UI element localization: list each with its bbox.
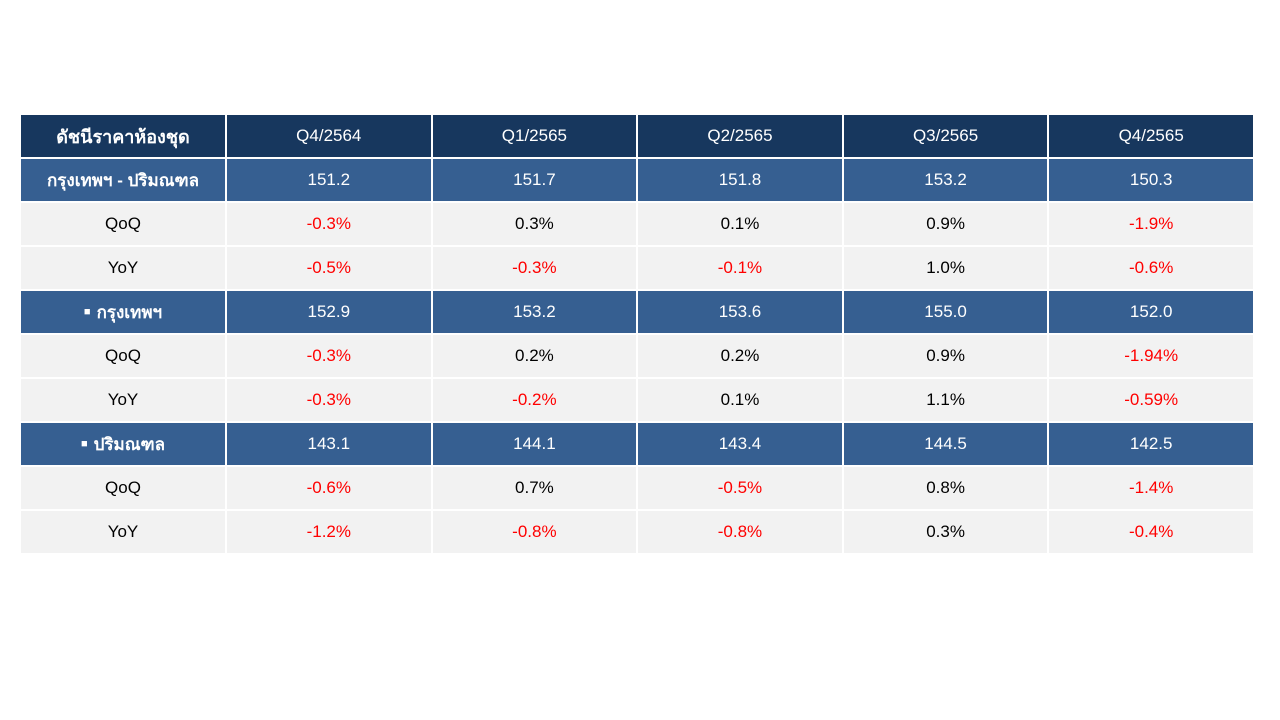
region-label-cell: ■ กรุงเทพฯ: [21, 291, 225, 333]
index-value-cell: 152.0: [1049, 291, 1253, 333]
change-row: QoQ -0.3% 0.2% 0.2% 0.9% -1.94%: [21, 335, 1253, 377]
index-value-cell: 151.7: [432, 159, 637, 201]
square-bullet-icon: ■: [80, 437, 88, 450]
change-value-cell: -0.6%: [227, 467, 431, 509]
change-row: YoY -0.3% -0.2% 0.1% 1.1% -0.59%: [21, 379, 1253, 421]
change-value-cell: -0.5%: [638, 467, 842, 509]
index-value-cell: 153.2: [843, 159, 1048, 201]
index-value-cell: 155.0: [843, 291, 1048, 333]
index-value-cell: 152.9: [227, 291, 431, 333]
change-value-cell: -0.4%: [1049, 511, 1253, 553]
metric-label-cell: QoQ: [21, 467, 225, 509]
region-row: กรุงเทพฯ - ปริมณฑล 151.2 151.7 151.8 153.2 15…: [21, 159, 1253, 201]
change-row: QoQ -0.6% 0.7% -0.5% 0.8% -1.4%: [21, 467, 1253, 509]
change-row: YoY -1.2% -0.8% -0.8% 0.3% -0.4%: [21, 511, 1253, 553]
change-value-cell: -0.3%: [227, 379, 431, 421]
change-value-cell: -0.3%: [432, 247, 637, 289]
row-label: QoQ: [105, 214, 141, 233]
change-row: YoY -0.5% -0.3% -0.1% 1.0% -0.6%: [21, 247, 1253, 289]
change-value-cell: -0.6%: [1049, 247, 1253, 289]
row-label: QoQ: [105, 478, 141, 497]
row-label: YoY: [107, 390, 139, 409]
index-value-cell: 144.1: [432, 423, 637, 465]
index-value-cell: 150.3: [1049, 159, 1253, 201]
change-value-cell: 1.0%: [843, 247, 1048, 289]
change-value-cell: -1.2%: [227, 511, 431, 553]
row-label: QoQ: [105, 346, 141, 365]
change-value-cell: 0.7%: [432, 467, 637, 509]
change-value-cell: 0.1%: [638, 203, 842, 245]
header-cell-q4-2564: Q4/2564: [227, 115, 431, 157]
change-value-cell: -0.8%: [638, 511, 842, 553]
metric-label-cell: QoQ: [21, 335, 225, 377]
region-label-cell: กรุงเทพฯ - ปริมณฑล: [21, 159, 225, 201]
index-value-cell: 153.2: [432, 291, 637, 333]
row-label: กรุงเทพฯ: [96, 302, 163, 322]
change-value-cell: -0.3%: [227, 335, 431, 377]
change-value-cell: 0.3%: [843, 511, 1048, 553]
region-row: ■ กรุงเทพฯ 152.9 153.2 153.6 155.0 152.0: [21, 291, 1253, 333]
region-label-cell: ■ ปริมณฑล: [21, 423, 225, 465]
header-cell-index-name: ดัชนีราคาห้องชุด: [21, 115, 225, 157]
index-value-cell: 143.4: [638, 423, 842, 465]
index-value-cell: 153.6: [638, 291, 842, 333]
change-value-cell: -1.9%: [1049, 203, 1253, 245]
region-row: ■ ปริมณฑล 143.1 144.1 143.4 144.5 142.5: [21, 423, 1253, 465]
change-row: QoQ -0.3% 0.3% 0.1% 0.9% -1.9%: [21, 203, 1253, 245]
change-value-cell: 0.1%: [638, 379, 842, 421]
index-value-cell: 144.5: [843, 423, 1048, 465]
change-value-cell: 0.9%: [843, 203, 1048, 245]
header-row: ดัชนีราคาห้องชุด Q4/2564 Q1/2565 Q2/2565…: [21, 115, 1253, 157]
index-value-cell: 142.5: [1049, 423, 1253, 465]
table-body: กรุงเทพฯ - ปริมณฑล 151.2 151.7 151.8 153.2 15…: [21, 159, 1253, 553]
header-cell-q3-2565: Q3/2565: [843, 115, 1048, 157]
change-value-cell: -0.3%: [227, 203, 431, 245]
change-value-cell: -0.2%: [432, 379, 637, 421]
square-bullet-icon: ■: [83, 305, 91, 318]
index-value-cell: 143.1: [227, 423, 431, 465]
row-label: ปริมณฑล: [93, 434, 166, 454]
header-cell-q2-2565: Q2/2565: [638, 115, 842, 157]
header-cell-q4-2565: Q4/2565: [1049, 115, 1253, 157]
change-value-cell: -0.1%: [638, 247, 842, 289]
metric-label-cell: YoY: [21, 247, 225, 289]
change-value-cell: -0.5%: [227, 247, 431, 289]
change-value-cell: -0.59%: [1049, 379, 1253, 421]
change-value-cell: 0.2%: [638, 335, 842, 377]
change-value-cell: 0.9%: [843, 335, 1048, 377]
metric-label-cell: YoY: [21, 511, 225, 553]
change-value-cell: 0.8%: [843, 467, 1048, 509]
metric-label-cell: QoQ: [21, 203, 225, 245]
row-label: YoY: [107, 258, 139, 277]
change-value-cell: 0.2%: [432, 335, 637, 377]
condo-price-index-table: ดัชนีราคาห้องชุด Q4/2564 Q1/2565 Q2/2565…: [19, 113, 1255, 555]
index-value-cell: 151.8: [638, 159, 842, 201]
change-value-cell: -1.4%: [1049, 467, 1253, 509]
row-label: YoY: [107, 522, 139, 541]
change-value-cell: 1.1%: [843, 379, 1048, 421]
change-value-cell: 0.3%: [432, 203, 637, 245]
header-cell-q1-2565: Q1/2565: [432, 115, 637, 157]
row-label: กรุงเทพฯ - ปริมณฑล: [46, 170, 200, 190]
change-value-cell: -1.94%: [1049, 335, 1253, 377]
index-value-cell: 151.2: [227, 159, 431, 201]
metric-label-cell: YoY: [21, 379, 225, 421]
change-value-cell: -0.8%: [432, 511, 637, 553]
